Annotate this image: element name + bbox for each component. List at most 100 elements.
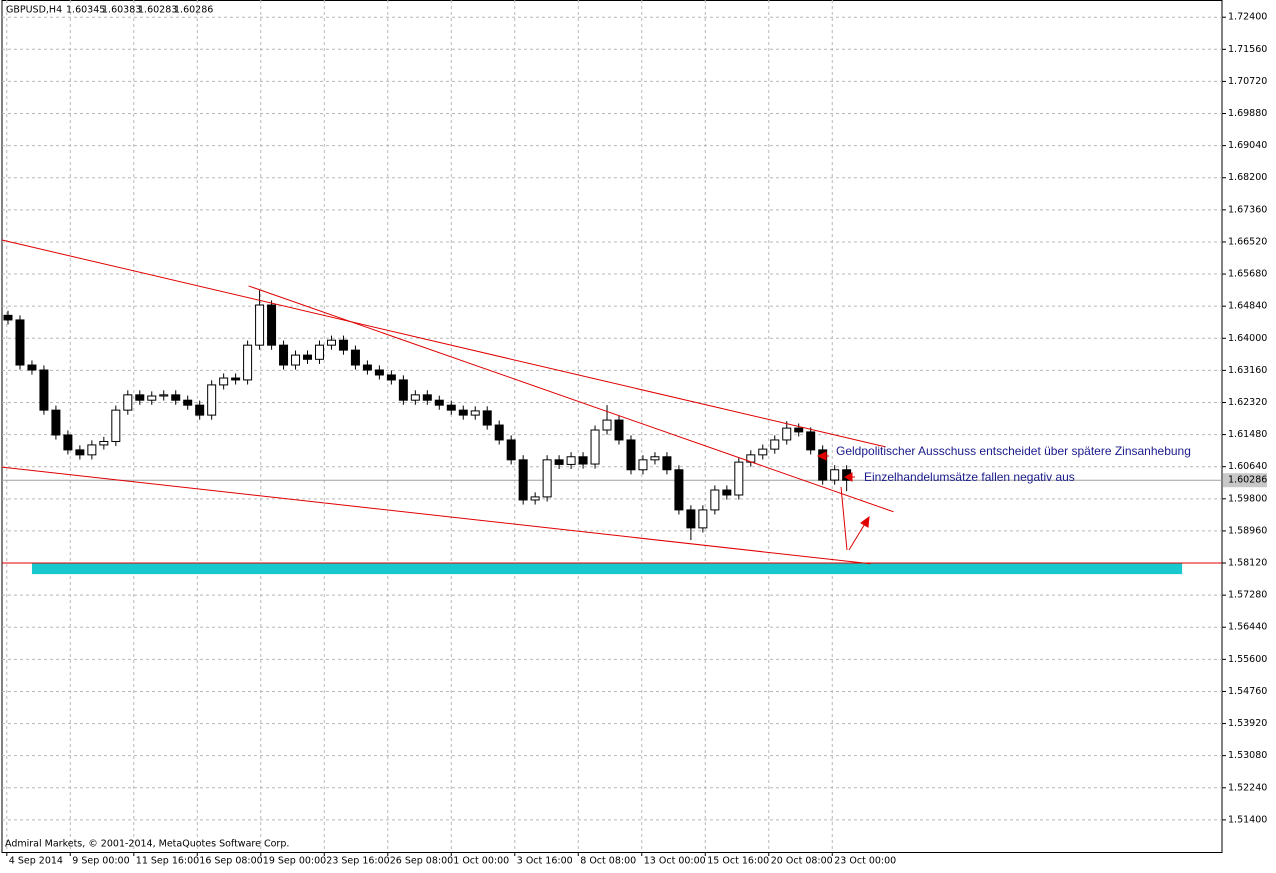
- candle-body: [147, 395, 157, 401]
- candle-body: [39, 369, 49, 411]
- candle-body: [27, 364, 37, 371]
- background-layer: [2, 0, 1222, 852]
- candle-body: [183, 399, 193, 406]
- candle-body: [818, 449, 828, 481]
- candle-body: [15, 319, 25, 366]
- candle-body: [99, 440, 109, 446]
- quote-close: 1.60286: [174, 5, 213, 16]
- arrows: [816, 451, 870, 551]
- candle-body: [602, 419, 612, 431]
- candle-body: [638, 459, 648, 471]
- candle-body: [506, 439, 516, 461]
- candle-body: [482, 410, 492, 426]
- candle-body: [255, 304, 265, 346]
- x-tick-label: 23 Sep 16:00: [326, 856, 389, 867]
- zone: [31, 563, 1183, 575]
- candle-body: [626, 439, 636, 471]
- y-tick-label: 1.72400: [1228, 12, 1267, 23]
- current-price-box: [1223, 473, 1267, 488]
- candle-body: [159, 394, 169, 397]
- candle-body: [446, 404, 456, 411]
- candle-body: [830, 469, 840, 481]
- candle-body: [554, 459, 564, 465]
- candle-body: [530, 496, 540, 501]
- y-tick-label: 1.64840: [1228, 301, 1267, 312]
- candle-body: [123, 394, 133, 411]
- y-tick-label: 1.69040: [1228, 140, 1267, 151]
- candle-body: [314, 344, 324, 360]
- x-tick-label: 19 Sep 00:00: [263, 856, 326, 867]
- y-tick-label: 1.65680: [1228, 269, 1267, 280]
- candle-body: [434, 399, 444, 406]
- y-tick-label: 1.62320: [1228, 397, 1267, 408]
- candle-body: [219, 377, 229, 386]
- candle-body: [806, 431, 816, 451]
- y-tick-label: 1.69880: [1228, 108, 1267, 119]
- arrow-head: [860, 515, 870, 528]
- candle-body: [734, 461, 744, 496]
- candle-body: [135, 394, 145, 401]
- candle-body: [87, 444, 97, 456]
- candle-body: [566, 456, 576, 465]
- candle-body: [374, 369, 384, 376]
- y-tick-label: 1.64000: [1228, 333, 1267, 344]
- candle-body: [542, 459, 552, 498]
- x-tick-label: 8 Oct 08:00: [580, 856, 636, 867]
- candle-body: [650, 456, 660, 461]
- candle-body: [231, 377, 241, 381]
- candle-body: [51, 409, 61, 436]
- y-tick-label: 1.56440: [1228, 622, 1267, 633]
- x-tick-label: 9 Sep 00:00: [72, 856, 129, 867]
- candle-body: [63, 434, 73, 451]
- y-tick-label: 1.59800: [1228, 493, 1267, 504]
- y-tick-label: 1.66520: [1228, 236, 1267, 247]
- y-tick-label: 1.60640: [1228, 461, 1267, 472]
- y-tick-label: 1.54760: [1228, 686, 1267, 697]
- candle-body: [698, 509, 708, 529]
- candle-body: [470, 410, 480, 416]
- annotation: Einzelhandelumsätze fallen negativ aus: [864, 470, 1075, 484]
- arrow-head: [816, 451, 827, 461]
- x-tick-label: 1 Oct 00:00: [453, 856, 509, 867]
- candle-body: [243, 344, 253, 381]
- y-tick-label: 1.53920: [1228, 718, 1267, 729]
- candle-body: [398, 379, 408, 401]
- y-tick-label: 1.53080: [1228, 750, 1267, 761]
- y-tick-label: 1.58120: [1228, 558, 1267, 569]
- mark-layer: [1, 239, 1222, 565]
- candle-body: [782, 427, 792, 441]
- candle-body: [3, 314, 13, 321]
- y-tick-label: 1.55600: [1228, 654, 1267, 665]
- x-tick-label: 3 Oct 16:00: [517, 856, 573, 867]
- current-price-label: 1.60286: [1228, 475, 1267, 486]
- candle-body: [614, 419, 624, 441]
- arrow: [840, 486, 848, 551]
- symbol: GBPUSD,H4: [6, 5, 62, 16]
- y-tick-label: 1.58960: [1228, 525, 1267, 536]
- candle-body: [410, 394, 420, 401]
- candle-body: [207, 384, 217, 416]
- candle-body: [590, 429, 600, 465]
- candle-body: [326, 339, 336, 346]
- y-tick-label: 1.57280: [1228, 590, 1267, 601]
- trendline: [1, 466, 871, 565]
- y-tick-label: 1.68200: [1228, 172, 1267, 183]
- candle-body: [422, 394, 432, 401]
- plot-frame: [1, 0, 1223, 853]
- candle-body: [386, 374, 396, 381]
- x-tick-label: 23 Oct 00:00: [834, 856, 896, 867]
- quote-open: 1.60345: [66, 5, 105, 16]
- x-tick-label: 11 Sep 16:00: [136, 856, 199, 867]
- candle-body: [662, 456, 672, 471]
- y-tick-label: 1.63160: [1228, 365, 1267, 376]
- candle-body: [494, 424, 504, 441]
- x-tick-label: 16 Sep 08:00: [199, 856, 262, 867]
- trendline: [248, 285, 894, 513]
- y-tick-label: 1.51400: [1228, 814, 1267, 825]
- candle-body: [518, 459, 528, 501]
- x-tick-label: 15 Oct 16:00: [707, 856, 769, 867]
- x-tick-label: 13 Oct 00:00: [644, 856, 706, 867]
- candle-body: [338, 339, 348, 351]
- candle-body: [674, 469, 684, 511]
